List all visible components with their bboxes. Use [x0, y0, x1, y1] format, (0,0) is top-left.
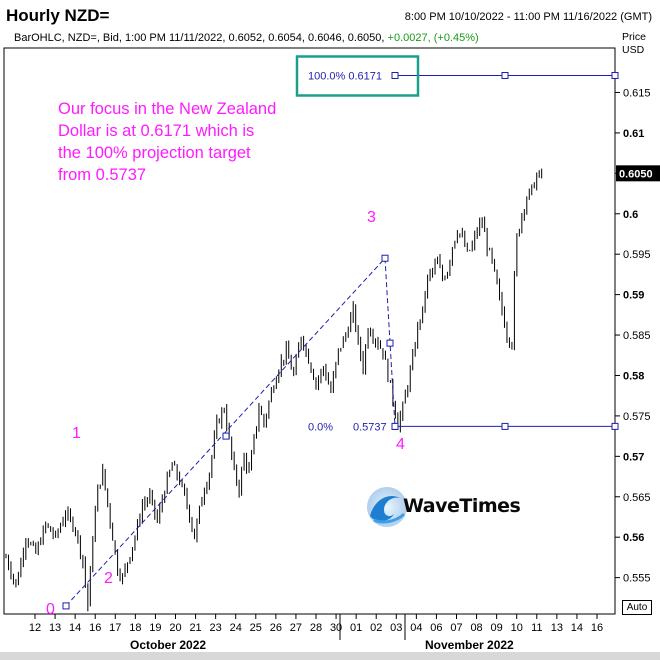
month-label-october: October 2022 [130, 638, 207, 652]
plot-frame [3, 47, 616, 615]
x-tick-label: 16 [89, 622, 101, 634]
x-tick-label: 08 [470, 622, 482, 634]
x-tick-label: 13 [49, 622, 61, 634]
y-tick-label: 0.58 [623, 370, 644, 382]
x-tick-label: 12 [29, 622, 41, 634]
x-tick-label: 24 [230, 622, 242, 634]
wavetimes-logo [364, 484, 504, 530]
x-tick-label: 14 [69, 622, 81, 634]
x-tick-label: 14 [571, 622, 583, 634]
y-tick-label: 0.595 [623, 249, 651, 261]
x-tick-label: 04 [410, 622, 422, 634]
wave-label-2: 2 [104, 570, 113, 587]
fib-handle [501, 422, 509, 430]
wave-label-3: 3 [367, 209, 376, 226]
x-tick-label: 19 [149, 622, 161, 634]
wave-icon [367, 487, 407, 527]
fib-handle [391, 71, 399, 79]
fib-100-label: 100.0% 0.6171 [308, 70, 382, 82]
x-tick-label: 09 [491, 622, 503, 634]
wave-label-4: 4 [396, 436, 405, 453]
x-tick-label: 17 [109, 622, 121, 634]
date-range: 8:00 PM 10/10/2022 - 11:00 PM 11/16/2022… [404, 11, 652, 23]
y-tick-label: 0.57 [623, 451, 644, 463]
fib-handle [611, 71, 619, 79]
horizontal-scrollbar[interactable] [0, 652, 660, 660]
x-tick-label: 13 [551, 622, 563, 634]
wave-handle [391, 422, 399, 430]
x-tick-label: 16 [591, 622, 603, 634]
fib-handle [611, 422, 619, 430]
y-tick-label: 0.56 [623, 532, 644, 544]
x-tick-label: 30 [330, 622, 342, 634]
wave-label-0: 0 [46, 601, 55, 618]
x-tick-label: 01 [350, 622, 362, 634]
ohlc-info-main: BarOHLC, NZD=, Bid, 1:00 PM 11/11/2022, … [14, 32, 385, 44]
fib-handle [501, 71, 509, 79]
currency-label: USD [622, 44, 645, 56]
x-tick-label: 03 [390, 622, 402, 634]
y-tick-label: 0.575 [623, 411, 651, 423]
y-tick-label: 0.555 [623, 573, 651, 585]
x-tick-label: 06 [430, 622, 442, 634]
last-price-tag [616, 165, 660, 182]
y-tick-label: 0.6 [623, 209, 638, 221]
y-tick-label: 0.59 [623, 290, 644, 302]
logo-text: WaveTimes [403, 495, 521, 517]
analysis-note: Our focus in the New Zealand Dollar is a… [58, 100, 277, 184]
wave-handle [62, 602, 70, 610]
fib-target-highlight [295, 55, 420, 97]
y-tick-label: 0.61 [623, 128, 644, 140]
month-label-november: November 2022 [425, 638, 514, 652]
x-tick-label: 02 [370, 622, 382, 634]
y-tick-label: 0.565 [623, 492, 651, 504]
x-tick-label: 27 [290, 622, 302, 634]
last-price-label: 0.6050 [619, 168, 653, 180]
fib-0-value-label: 0.5737 [353, 421, 387, 433]
wave-handle [386, 339, 394, 347]
wave-trend-line [65, 257, 386, 607]
x-tick-label: 26 [270, 622, 282, 634]
price-axis-label: Price USD [622, 31, 646, 57]
x-tick-label: 25 [250, 622, 262, 634]
chart-title: Hourly NZD= [6, 6, 110, 25]
x-tick-label: 21 [189, 622, 201, 634]
x-tick-label: 28 [310, 622, 322, 634]
auto-scale-button[interactable]: Auto [622, 600, 652, 615]
x-tick-label: 10 [511, 622, 523, 634]
wave-handle [222, 432, 230, 440]
x-tick-label: 07 [450, 622, 462, 634]
y-tick-label: 0.585 [623, 330, 651, 342]
x-tick-label: 23 [210, 622, 222, 634]
wave-handle [381, 254, 389, 262]
fib-0-pct-label: 0.0% [308, 421, 333, 433]
x-tick-label: 18 [129, 622, 141, 634]
ohlc-info-change: +0.0027, (+0.45%) [387, 32, 479, 44]
y-tick-label: 0.615 [623, 87, 651, 99]
x-tick-label: 11 [531, 622, 542, 634]
x-tick-label: 20 [169, 622, 181, 634]
wave-label-1: 1 [72, 425, 81, 442]
ohlc-info: BarOHLC, NZD=, Bid, 1:00 PM 11/11/2022, … [14, 32, 479, 44]
price-label: Price [622, 31, 646, 43]
